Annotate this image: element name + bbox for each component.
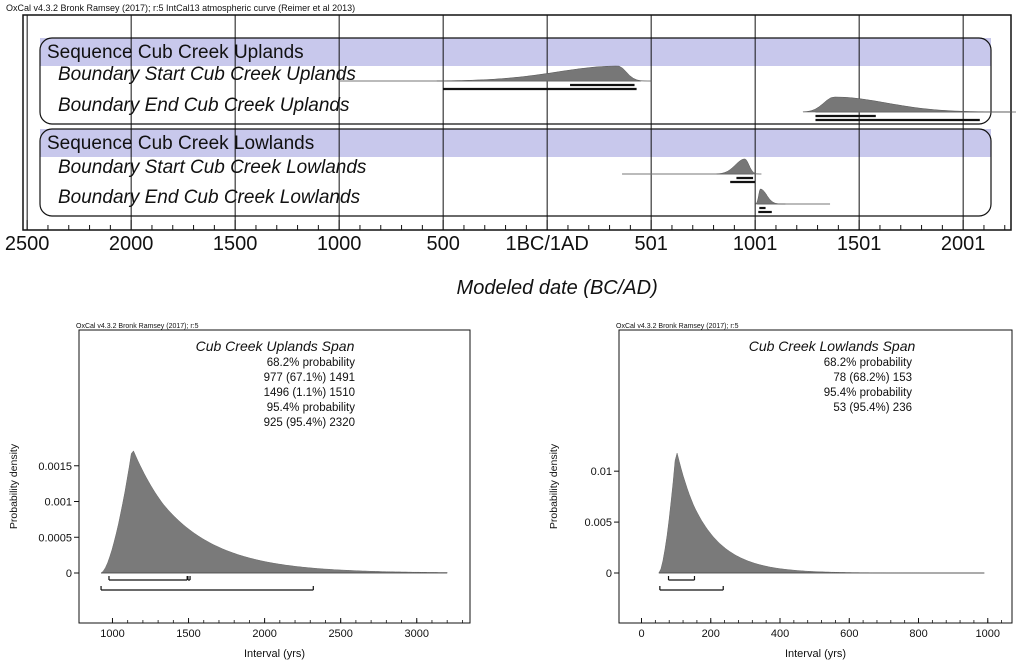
- y-tick-label: 0: [66, 568, 72, 580]
- x-tick-label: 200: [702, 628, 720, 640]
- y-tick-label: 0.001: [44, 497, 72, 509]
- sequence-label: Sequence Cub Creek Uplands: [47, 42, 304, 63]
- boundary-row: Boundary Start Cub Creek Lowlands: [58, 157, 762, 184]
- x-tick-label: 1500: [176, 628, 200, 640]
- boundary-row: Boundary Start Cub Creek Uplands: [58, 64, 652, 91]
- x-tick-label: 400: [771, 628, 789, 640]
- y-tick-label: 0.0005: [38, 532, 72, 544]
- y-tick-label: 0.005: [584, 517, 612, 529]
- multiplot-header: OxCal v4.3.2 Bronk Ramsey (2017); r:5 In…: [6, 3, 355, 13]
- span-distribution: [100, 450, 448, 574]
- x-tick-label: 1000: [976, 628, 1000, 640]
- span-panel: OxCal v4.3.2 Bronk Ramsey (2017); r:5 Cub…: [548, 323, 1013, 660]
- boundary-label: Boundary End Cub Creek Uplands: [58, 95, 350, 116]
- x-tick-label: 800: [909, 628, 927, 640]
- panel-header: OxCal v4.3.2 Bronk Ramsey (2017); r:5: [616, 323, 739, 330]
- y-axis-title: Probability density: [548, 443, 560, 529]
- tick-label: 1500: [213, 233, 258, 255]
- boundary-label: Boundary Start Cub Creek Lowlands: [58, 157, 367, 178]
- boundary-label: Boundary End Cub Creek Lowlands: [58, 187, 361, 208]
- tick-label: 501: [634, 233, 667, 255]
- tick-label: 2001: [941, 233, 986, 255]
- summary-line: 68.2% probability: [267, 357, 355, 369]
- posterior-shape: [802, 96, 1016, 113]
- tick-label: 1501: [837, 233, 882, 255]
- posterior-shape: [755, 188, 786, 205]
- multiplot-panel: OxCal v4.3.2 Bronk Ramsey (2017); r:5 In…: [5, 3, 1016, 299]
- sequence-label: Sequence Cub Creek Lowlands: [47, 133, 314, 154]
- x-tick-label: 3000: [405, 628, 429, 640]
- summary-line: 1496 (1.1%) 1510: [264, 387, 355, 399]
- span-title: Cub Creek Lowlands Span: [749, 338, 916, 354]
- x-tick-label: 2500: [328, 628, 352, 640]
- tick-label: 1001: [733, 233, 778, 255]
- summary-line: 78 (68.2%) 153: [833, 372, 912, 384]
- span-panel: OxCal v4.3.2 Bronk Ramsey (2017); r:5 Cub…: [8, 323, 471, 660]
- y-axis-title: Probability density: [8, 443, 20, 529]
- x-axis: 2500 2000 1500 1000 500 1BC/1AD 501 1001 1501 200…: [5, 220, 1006, 255]
- boundary-row: Boundary End Cub Creek Uplands: [58, 95, 1016, 122]
- x-tick-label: 1000: [100, 628, 124, 640]
- tick-label: 2500: [5, 233, 50, 255]
- summary-line: 68.2% probability: [824, 357, 912, 369]
- y-tick-label: 0.0015: [38, 461, 72, 473]
- x-axis-title: Interval (yrs): [244, 648, 305, 660]
- sequence-group: Sequence Cub Creek Uplands: [39, 37, 992, 125]
- span-title: Cub Creek Uplands Span: [196, 338, 355, 354]
- summary-line: 53 (95.4%) 236: [833, 402, 912, 414]
- x-tick-label: 600: [840, 628, 858, 640]
- summary-line: 977 (67.1%) 1491: [264, 372, 355, 384]
- sequence-group: Sequence Cub Creek Lowlands: [39, 128, 992, 217]
- sequence-outline: [39, 128, 992, 217]
- boundary-label: Boundary Start Cub Creek Uplands: [58, 64, 356, 85]
- x-tick-label: 2000: [252, 628, 276, 640]
- axis-title: Modeled date (BC/AD): [457, 277, 658, 299]
- tick-label: 1000: [317, 233, 362, 255]
- tick-label: 2000: [109, 233, 154, 255]
- summary-line: 925 (95.4%) 2320: [264, 417, 355, 429]
- y-tick-label: 0.01: [591, 466, 612, 478]
- y-tick-label: 0: [606, 568, 612, 580]
- summary-line: 95.4% probability: [824, 387, 912, 399]
- tick-label: 500: [426, 233, 459, 255]
- tick-label: 1BC/1AD: [505, 233, 588, 255]
- sequence-outline: [39, 37, 992, 125]
- sequence-band: [40, 129, 991, 157]
- summary-line: 95.4% probability: [267, 402, 355, 414]
- sequence-band: [40, 38, 991, 66]
- x-tick-label: 0: [638, 628, 644, 640]
- boundary-row: Boundary End Cub Creek Lowlands: [58, 187, 831, 214]
- posterior-shape: [436, 65, 652, 82]
- panel-header: OxCal v4.3.2 Bronk Ramsey (2017); r:5: [76, 323, 199, 330]
- panel-frame: [618, 329, 1013, 624]
- x-axis-title: Interval (yrs): [785, 648, 846, 660]
- posterior-shape: [716, 158, 762, 175]
